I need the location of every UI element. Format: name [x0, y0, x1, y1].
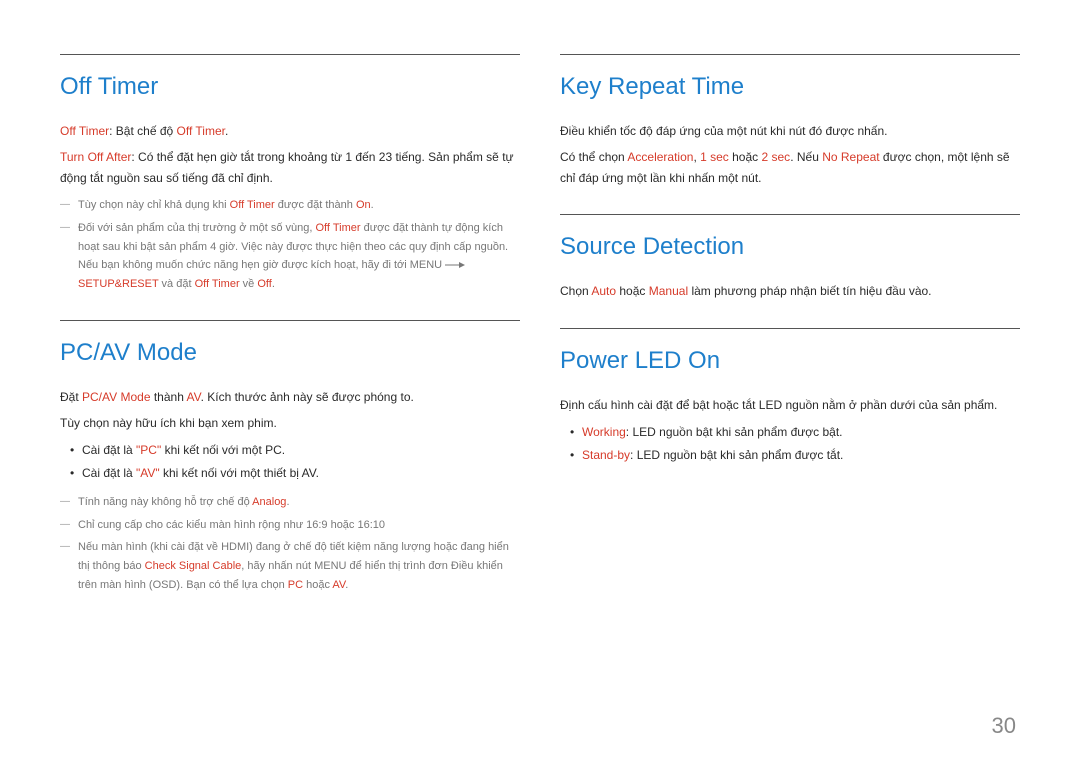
source-detection-line1: Chọn Auto hoặc Manual làm phương pháp nh…: [560, 281, 1020, 301]
pcav-line1: Đặt PC/AV Mode thành AV. Kích thước ảnh …: [60, 387, 520, 407]
page-number: 30: [992, 713, 1016, 739]
key-repeat-line1: Điều khiển tốc độ đáp ứng của một nút kh…: [560, 121, 1020, 141]
pcav-heading: PC/AV Mode: [60, 339, 520, 367]
pcav-line2: Tùy chọn này hữu ích khi bạn xem phim.: [60, 413, 520, 433]
right-column: Key Repeat Time Điều khiển tốc độ đáp ứn…: [560, 54, 1020, 620]
power-led-line1: Định cấu hình cài đặt để bật hoặc tắt LE…: [560, 395, 1020, 415]
off-timer-line1: Off Timer: Bật chế độ Off Timer.: [60, 121, 520, 141]
source-detection-section: Source Detection Chọn Auto hoặc Manual l…: [560, 214, 1020, 301]
key-repeat-section: Key Repeat Time Điều khiển tốc độ đáp ứn…: [560, 54, 1020, 188]
key-repeat-heading: Key Repeat Time: [560, 73, 1020, 101]
pcav-bullet2: Cài đặt là "AV" khi kết nối với một thiế…: [60, 462, 520, 485]
pcav-bullet1: Cài đặt là "PC" khi kết nối với một PC.: [60, 439, 520, 462]
arrow-right-icon: [445, 261, 465, 269]
power-led-bullet2: Stand-by: LED nguồn bật khi sản phẩm đượ…: [560, 444, 1020, 467]
left-column: Off Timer Off Timer: Bật chế độ Off Time…: [60, 54, 520, 620]
off-timer-note2: Đối với sản phẩm của thị trường ở một số…: [60, 219, 520, 294]
source-detection-heading: Source Detection: [560, 233, 1020, 261]
off-timer-section: Off Timer Off Timer: Bật chế độ Off Time…: [60, 54, 520, 294]
pcav-note3: Nếu màn hình (khi cài đặt về HDMI) đang …: [60, 538, 520, 594]
power-led-heading: Power LED On: [560, 347, 1020, 375]
off-timer-note1: Tùy chọn này chỉ khả dụng khi Off Timer …: [60, 196, 520, 215]
power-led-bullet1: Working: LED nguồn bật khi sản phẩm được…: [560, 421, 1020, 444]
off-timer-line2: Turn Off After: Có thể đặt hẹn giờ tắt t…: [60, 147, 520, 188]
off-timer-heading: Off Timer: [60, 73, 520, 101]
pcav-note2: Chỉ cung cấp cho các kiểu màn hình rộng …: [60, 516, 520, 535]
pcav-note1: Tính năng này không hỗ trợ chế độ Analog…: [60, 493, 520, 512]
power-led-section: Power LED On Định cấu hình cài đặt để bậ…: [560, 328, 1020, 467]
key-repeat-line2: Có thể chọn Acceleration, 1 sec hoặc 2 s…: [560, 147, 1020, 188]
pcav-section: PC/AV Mode Đặt PC/AV Mode thành AV. Kích…: [60, 320, 520, 595]
